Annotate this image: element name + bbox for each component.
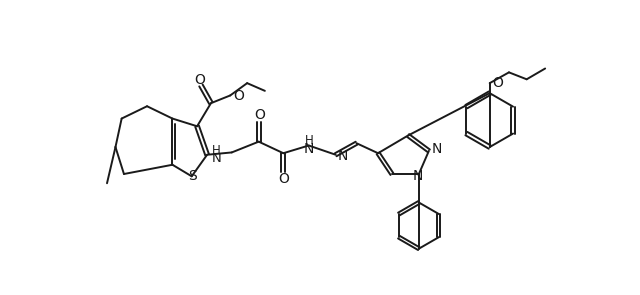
Text: N: N — [337, 148, 348, 163]
Text: O: O — [234, 89, 244, 103]
Text: N: N — [412, 168, 422, 183]
Text: N: N — [431, 142, 442, 156]
Text: N: N — [303, 142, 314, 156]
Text: H: H — [305, 134, 313, 147]
Text: O: O — [278, 172, 289, 186]
Text: S: S — [188, 169, 197, 183]
Text: O: O — [492, 76, 503, 90]
Text: H: H — [212, 144, 221, 158]
Text: N: N — [211, 152, 221, 165]
Text: O: O — [194, 73, 205, 87]
Text: O: O — [254, 109, 265, 122]
